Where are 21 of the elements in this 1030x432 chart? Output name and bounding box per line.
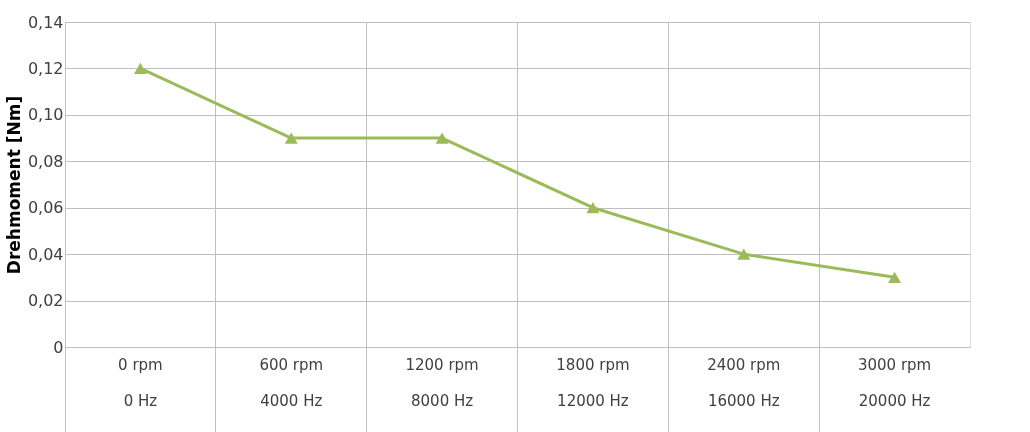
category-label: 2400 rpm 16000 Hz bbox=[707, 355, 781, 410]
y-tick-label: 0,12 bbox=[27, 58, 64, 78]
point bbox=[737, 248, 751, 260]
y-tick-label: 0,02 bbox=[27, 291, 64, 311]
point bbox=[435, 132, 449, 144]
y-tick-label: 0,04 bbox=[27, 244, 64, 264]
point bbox=[133, 62, 147, 75]
y-tick-label: 0,08 bbox=[27, 151, 64, 171]
point bbox=[888, 271, 902, 283]
category-label: 1800 rpm 12000 Hz bbox=[556, 355, 630, 410]
category-label: 600 rpm 4000 Hz bbox=[259, 355, 324, 410]
y-axis-title: Drehmoment [Nm] bbox=[3, 95, 24, 275]
y-tick-label: 0,06 bbox=[27, 198, 64, 218]
y-tick-label: 0,10 bbox=[27, 105, 64, 125]
y-tick-label: 0 bbox=[53, 337, 64, 357]
category-label: 1200 rpm 8000 Hz bbox=[405, 355, 479, 410]
category-label: 3000 rpm 20000 Hz bbox=[857, 355, 932, 410]
point bbox=[586, 202, 600, 214]
y-tick-label: 0,14 bbox=[27, 12, 64, 32]
point bbox=[284, 132, 298, 144]
category-label: 0 rpm 0 Hz bbox=[118, 355, 163, 410]
